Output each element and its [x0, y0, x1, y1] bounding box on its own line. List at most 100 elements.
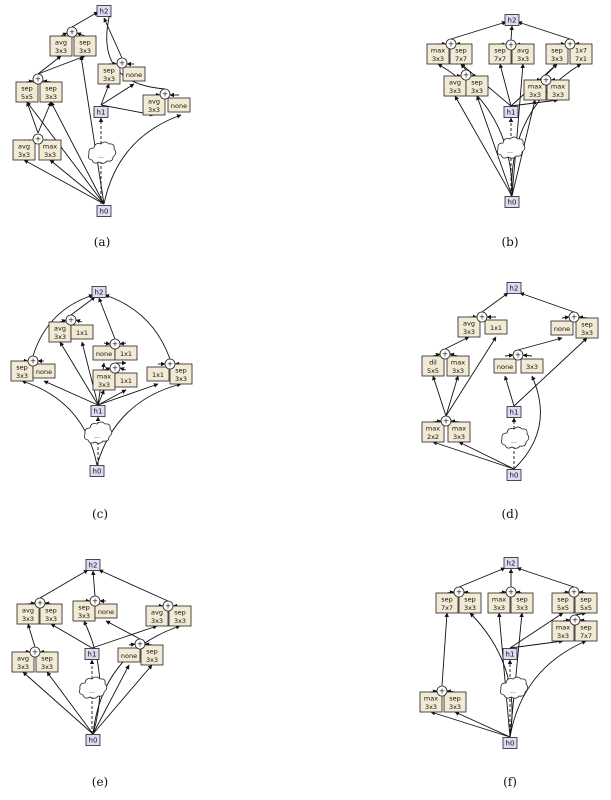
operation-node: 3x3 — [520, 358, 544, 374]
edge-0-4 — [79, 55, 105, 205]
svg-text:+: + — [35, 75, 41, 84]
edge-4-3 — [92, 664, 130, 735]
svg-text:+: + — [508, 588, 514, 597]
operation-label: 3x3 — [552, 91, 564, 99]
edge-1-24 — [517, 21, 571, 40]
svg-text:+: + — [456, 588, 462, 597]
operation-label: sep — [449, 695, 461, 703]
add-node: + — [476, 311, 488, 323]
add-node: + — [564, 38, 576, 50]
operation-label: none — [96, 350, 112, 358]
svg-text:...: ... — [98, 153, 104, 160]
edge-5-5 — [509, 640, 587, 738]
operation-label: 3x3 — [581, 329, 593, 337]
edge-0-7 — [100, 83, 135, 106]
svg-text:h2: h2 — [89, 562, 98, 570]
edge-2-22 — [32, 294, 94, 357]
operation-node: none — [167, 97, 191, 113]
edge-5-10 — [441, 612, 449, 687]
edge-4-22 — [98, 569, 169, 602]
operation-label: 3x3 — [463, 328, 475, 336]
edge-1-22 — [450, 21, 507, 40]
operation-label: sep — [464, 596, 476, 604]
operation-label: 5x5 — [427, 367, 439, 375]
operation-label: sep — [16, 364, 28, 372]
edge-2-2 — [43, 380, 99, 406]
operation-label: sep — [557, 596, 569, 604]
operation-label: avg — [151, 609, 163, 617]
add-node: + — [512, 349, 524, 361]
svg-text:+: + — [572, 616, 578, 625]
operation-label: max — [431, 47, 445, 55]
edge-4-0 — [22, 671, 94, 735]
operation-label: sep — [551, 47, 563, 55]
edge-4-4 — [92, 664, 153, 735]
add-node: + — [440, 415, 452, 427]
operation-node: 1x1 — [484, 319, 508, 335]
operation-label: avg — [22, 607, 34, 615]
edge-1-0 — [437, 63, 513, 197]
add-node: + — [505, 39, 517, 51]
operation-label: 3x3 — [16, 372, 28, 380]
edge-3-15 — [517, 336, 563, 351]
operation-label: 1x1 — [120, 377, 132, 385]
edge-3-2 — [504, 375, 515, 407]
edge-4-6 — [50, 623, 93, 649]
operation-label: 3x3 — [557, 632, 569, 640]
add-node: + — [34, 597, 46, 609]
svg-text:+: + — [37, 599, 43, 608]
edge-1-6 — [498, 63, 512, 107]
svg-text:+: + — [167, 360, 173, 369]
edge-5-4 — [509, 612, 524, 738]
edge-3-0 — [432, 441, 515, 470]
edge-2-12 — [119, 341, 127, 346]
edge-4-7 — [91, 625, 158, 649]
operation-node: none — [32, 363, 56, 379]
state-node-h2: h2 — [504, 14, 520, 26]
operation-label: 3x3 — [44, 151, 56, 159]
edge-2-1 — [96, 382, 182, 466]
svg-text:h0: h0 — [100, 208, 109, 216]
operation-label: avg — [55, 39, 67, 47]
operation-label: max — [451, 359, 465, 367]
add-node: + — [66, 26, 78, 38]
add-node: + — [27, 355, 39, 367]
edge-0-0 — [23, 159, 105, 205]
operation-label: none — [36, 368, 52, 376]
operation-label: max — [528, 83, 542, 91]
edge-5-6 — [509, 639, 564, 649]
operation-label: 7x7 — [455, 55, 467, 63]
svg-text:h1: h1 — [88, 651, 97, 659]
svg-text:+: + — [463, 71, 469, 80]
svg-text:h2: h2 — [510, 285, 519, 293]
operation-label: sep — [455, 47, 467, 55]
edge-0-1 — [49, 159, 105, 205]
panel-caption-0: (a) — [94, 235, 111, 249]
edge-0-23 — [71, 11, 99, 28]
svg-text:+: + — [515, 351, 521, 360]
operation-label: none — [121, 652, 137, 660]
add-node: + — [164, 358, 176, 370]
operation-label: max — [426, 425, 440, 433]
edge-2-7 — [97, 383, 159, 406]
operation-label: 3x3 — [148, 106, 160, 114]
operation-label: avg — [517, 47, 529, 55]
operation-label: sep — [581, 321, 593, 329]
edge-1-12 — [460, 63, 467, 71]
panel-caption-5: (f) — [503, 775, 517, 789]
operation-label: 3x3 — [529, 91, 541, 99]
add-node: + — [569, 614, 581, 626]
edge-4-5 — [92, 625, 181, 735]
add-node: + — [436, 685, 448, 697]
operation-label: 3x3 — [449, 87, 461, 95]
edge-3-4 — [513, 375, 541, 470]
